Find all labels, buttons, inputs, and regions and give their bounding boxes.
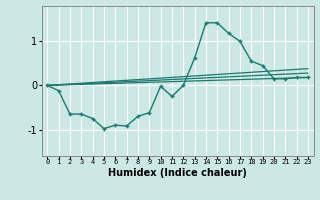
X-axis label: Humidex (Indice chaleur): Humidex (Indice chaleur): [108, 168, 247, 178]
